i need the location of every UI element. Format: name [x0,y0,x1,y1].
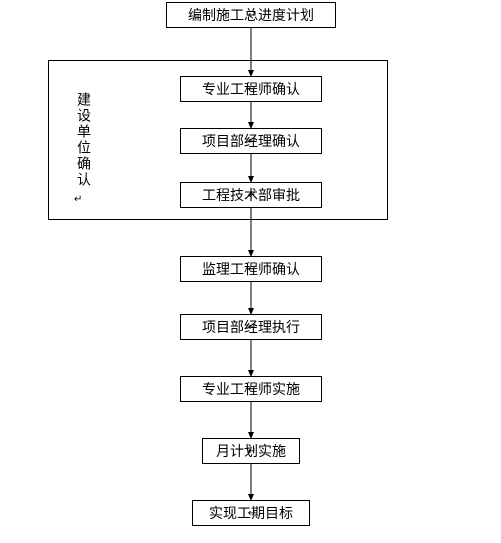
node-suffix: ↵ [248,84,256,95]
node-supervision-engineer-confirm: 监理工程师确认 ↵ [180,256,322,282]
node-suffix: ↵ [248,508,256,519]
node-suffix: ↵ [248,264,256,275]
node-suffix: ↵ [248,322,256,333]
node-specialist-engineer-implement: 专业工程师实施 ↵ [180,376,322,402]
node-project-manager-confirm: 项目部经理确认 ↵ [180,128,322,154]
node-suffix: ↵ [248,384,256,395]
node-monthly-plan-implement: 月计划实施 ↵ [202,438,300,464]
node-suffix: ↵ [248,10,256,21]
container-side-label: 建设单位确认 [68,80,96,200]
node-prepare-master-schedule: 编制施工总进度计划 ↵ [166,2,336,28]
node-suffix: ↵ [248,190,256,201]
node-suffix: ↵ [248,446,256,457]
node-engineering-tech-dept-approve: 工程技术部审批 ↵ [180,182,322,208]
node-project-manager-execute: 项目部经理执行 ↵ [180,314,322,340]
node-suffix: ↵ [248,136,256,147]
container-label-suffix: ↵ [74,194,82,205]
node-achieve-duration-target: 实现工期目标 ↵ [192,500,310,526]
node-specialist-engineer-confirm: 专业工程师确认 ↵ [180,76,322,102]
container-side-label-text: 建设单位确认 [72,92,92,188]
